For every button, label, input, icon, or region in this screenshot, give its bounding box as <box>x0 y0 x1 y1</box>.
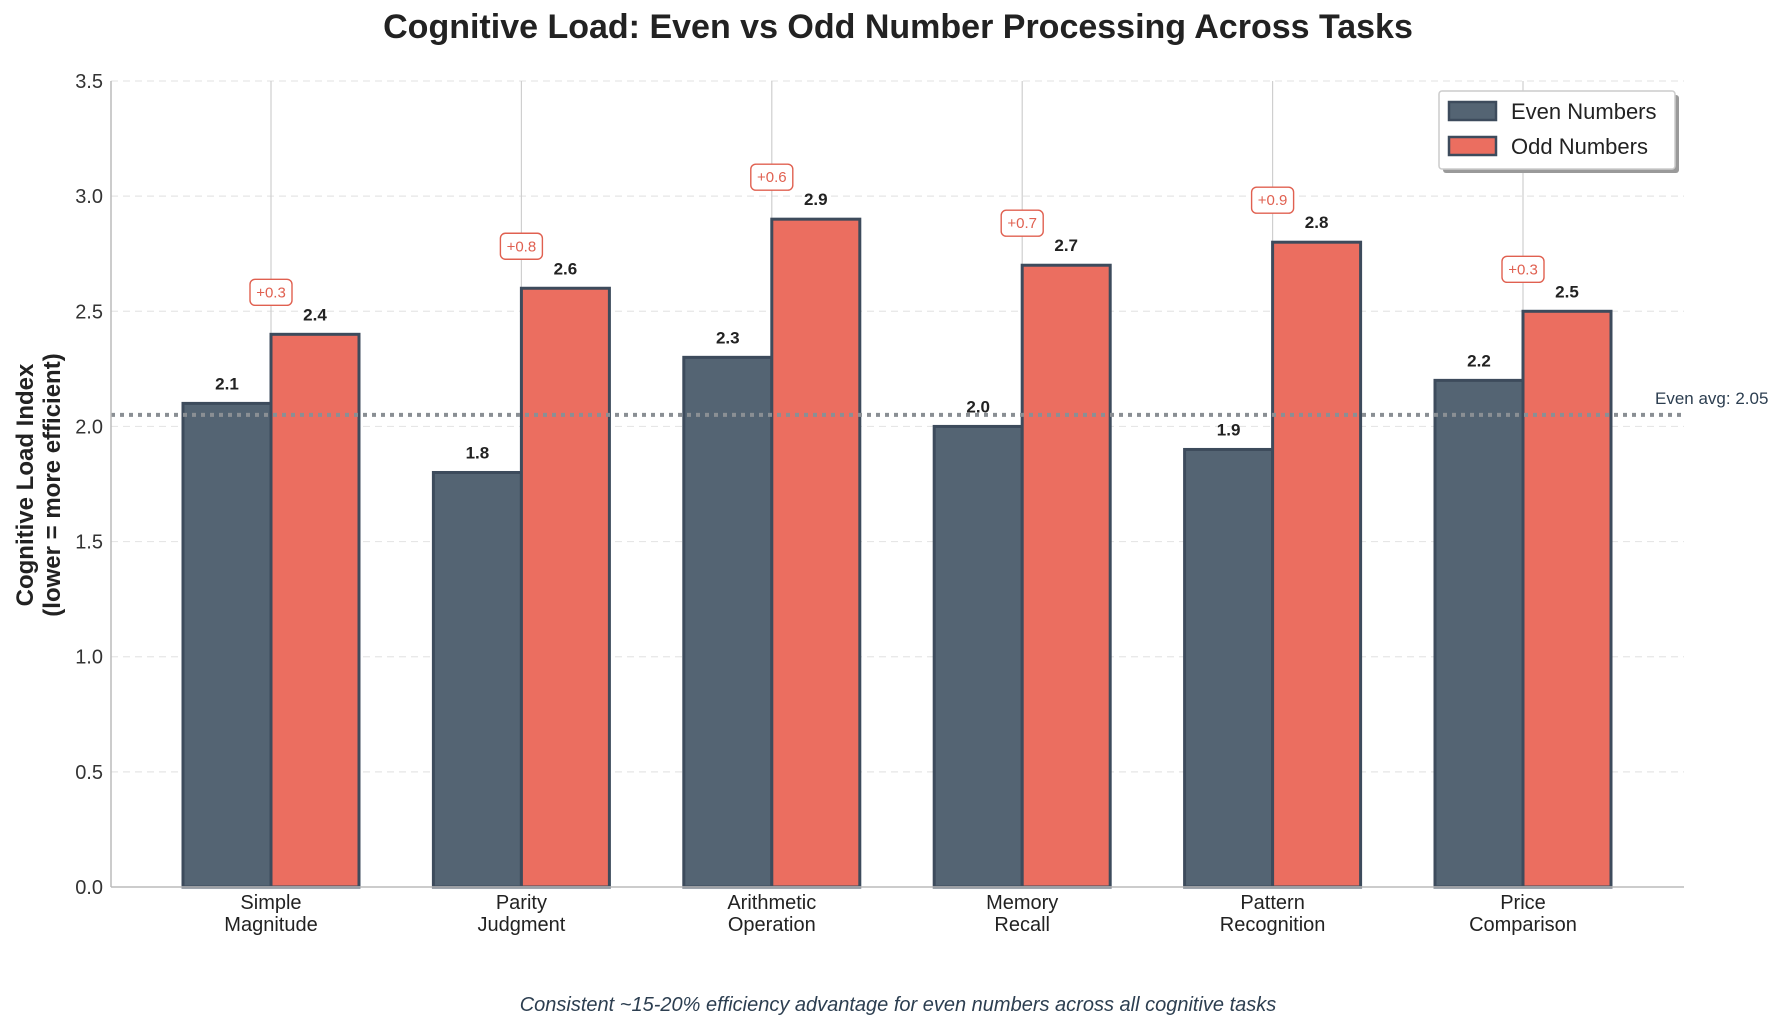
legend-swatch-even <box>1447 100 1498 122</box>
value-label-even: 2.3 <box>716 328 740 347</box>
x-tick-label: Pattern <box>1240 892 1304 914</box>
difference-label: +0.3 <box>1508 261 1538 278</box>
bar-even <box>1183 447 1275 889</box>
bar-even <box>431 470 523 889</box>
bar-even <box>932 424 1024 889</box>
x-tick-label: Recall <box>994 914 1050 936</box>
bar-odd <box>519 286 611 889</box>
x-tick-label: Parity <box>496 892 547 914</box>
value-label-odd: 2.8 <box>1305 213 1329 232</box>
x-tick-label: Judgment <box>477 914 565 936</box>
difference-label: +0.3 <box>256 284 286 301</box>
value-label-even: 1.9 <box>1217 420 1241 439</box>
y-tick-label: 2.0 <box>75 416 103 438</box>
difference-label: +0.6 <box>757 169 787 186</box>
bar-odd <box>770 217 862 889</box>
legend-swatch-odd <box>1447 135 1498 157</box>
bar-odd <box>1521 309 1613 889</box>
x-tick-label: Price <box>1500 892 1546 914</box>
y-axis-label-line2: (lower = more efficient) <box>39 353 66 616</box>
y-tick-label: 0.5 <box>75 762 103 784</box>
value-label-odd: 2.6 <box>554 259 578 278</box>
x-tick-label: Comparison <box>1469 914 1577 936</box>
y-axis-label-line1: Cognitive Load Index <box>12 363 39 606</box>
x-tick-label: Operation <box>728 914 816 936</box>
chart-caption: Consistent ~15-20% efficiency advantage … <box>520 994 1277 1016</box>
y-tick-label: 0.0 <box>75 877 103 899</box>
bars <box>181 217 1613 889</box>
difference-badge <box>499 232 544 260</box>
difference-badge <box>249 278 293 307</box>
even-average-label: Even avg: 2.05 <box>1655 389 1768 408</box>
value-label-even: 2.0 <box>966 397 990 416</box>
x-tick-label: Magnitude <box>224 914 317 936</box>
legend-label-odd: Odd Numbers <box>1511 134 1648 159</box>
bar-even <box>1433 378 1525 889</box>
bar-odd <box>269 332 361 889</box>
legend-box <box>1438 90 1676 170</box>
x-tick-label: Simple <box>240 892 301 914</box>
difference-label: +0.8 <box>507 238 537 255</box>
value-label-odd: 2.9 <box>804 190 828 209</box>
bar-odd <box>1271 240 1363 889</box>
y-tick-label: 1.5 <box>75 532 103 554</box>
legend: Even Numbers Odd Numbers <box>1438 90 1679 173</box>
y-tick-label: 2.5 <box>75 301 103 323</box>
bar-even <box>181 401 273 889</box>
difference-badge <box>750 163 794 191</box>
value-label-even: 2.2 <box>1467 351 1491 370</box>
difference-label: +0.9 <box>1258 192 1288 209</box>
bar-odd <box>1020 263 1112 889</box>
y-tick-label: 3.0 <box>75 186 103 208</box>
x-tick-label: Memory <box>986 892 1058 914</box>
difference-label: +0.7 <box>1007 215 1037 232</box>
difference-badge <box>1501 255 1545 283</box>
x-tick-label: Arithmetic <box>727 892 816 914</box>
difference-badge <box>1000 209 1044 237</box>
difference-badge <box>1250 186 1295 214</box>
y-tick-label: 3.5 <box>75 71 103 93</box>
y-tick-label: 1.0 <box>75 647 103 669</box>
value-label-even: 1.8 <box>466 443 490 462</box>
chart-title: Cognitive Load: Even vs Odd Number Proce… <box>383 8 1413 46</box>
value-label-odd: 2.7 <box>1054 236 1078 255</box>
bar-even <box>682 355 774 889</box>
value-label-odd: 2.4 <box>303 305 327 324</box>
legend-label-even: Even Numbers <box>1511 99 1657 124</box>
data-labels: 2.1 2.4 +0.3 1.8 2.6 +0.8 2.3 2.9 +0.6 2.0 2.7 +0.7… <box>111 163 1768 462</box>
value-label-even: 2.1 <box>215 374 239 393</box>
x-tick-label: Recognition <box>1220 914 1326 936</box>
value-label-odd: 2.5 <box>1555 282 1579 301</box>
